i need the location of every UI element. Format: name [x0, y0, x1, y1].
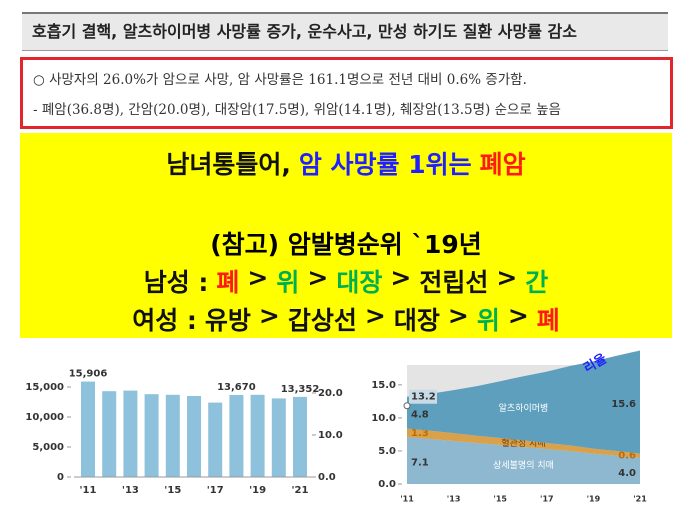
bar — [81, 381, 95, 477]
women-ranking: 여성 : 유방 > 갑상선 > 대장 > 위 > 폐 — [20, 301, 672, 337]
bar — [123, 390, 138, 477]
y2-tick-label: 20.0 — [318, 388, 343, 399]
x-tick-label: '15 — [164, 485, 181, 496]
y-tick-label: 0 — [57, 472, 64, 483]
text-part: 남녀통틀어, — [166, 150, 291, 179]
text-part: > — [390, 263, 412, 292]
x-tick-label: '21 — [292, 485, 309, 496]
text-part: 폐 — [216, 268, 240, 297]
x-tick-label: '13 — [447, 495, 461, 504]
x-tick-label: '19 — [587, 495, 601, 504]
x-tick-label: '21 — [633, 495, 647, 504]
text-part: 유방 — [204, 306, 251, 335]
text-part: > — [258, 301, 280, 330]
value-label: 15.6 — [611, 399, 636, 410]
area — [407, 437, 640, 484]
series-label: 알츠하이머병 — [499, 403, 549, 414]
men-ranking: 남성 : 폐 > 위 > 대장 > 전립선 > 간 — [20, 263, 672, 299]
value-label: 7.1 — [411, 458, 429, 469]
summary-box: ○ 사망자의 26.0%가 암으로 사망, 암 사망률은 161.1명으로 전년… — [20, 57, 673, 129]
text-part: > — [496, 263, 518, 292]
annotation: 13.2 — [411, 392, 436, 403]
bar — [250, 394, 265, 477]
header-title: 호흡기 결핵, 알츠하이머병 사망률 증가, 운수사고, 만성 하기도 질환 사… — [22, 12, 668, 51]
x-tick-label: '11 — [80, 485, 97, 496]
y-tick-label: 15.0 — [371, 380, 396, 391]
y-tick-label: 0.0 — [378, 479, 396, 490]
y-tick-label: 5,000 — [32, 442, 64, 453]
value-label: 15,906 — [69, 369, 108, 380]
annotation-box — [409, 389, 437, 404]
text-part: 위 — [276, 268, 300, 297]
text-part: 대장 — [393, 306, 440, 335]
bar — [208, 402, 223, 477]
bar — [271, 398, 286, 477]
text-part: 암 사망률 1위는 — [298, 150, 472, 179]
x-tick-label: '19 — [249, 485, 266, 496]
y-tick-label: 10,000 — [25, 412, 64, 423]
x-tick-label: '17 — [207, 485, 224, 496]
summary-line: - 폐암(36.8명), 간암(20.0명), 대장암(17.5명), 위암(1… — [33, 102, 561, 118]
x-tick-label: '11 — [400, 495, 414, 504]
bar — [165, 394, 180, 477]
bar — [293, 396, 307, 477]
text-part: > — [307, 263, 329, 292]
text-part: 간 — [525, 268, 549, 297]
y-tick-label: 10.0 — [371, 413, 396, 424]
bar — [229, 394, 244, 477]
x-tick-label: '13 — [122, 485, 139, 496]
text-part: > — [507, 301, 529, 330]
bar — [144, 394, 159, 477]
y2-tick-label: 10.0 — [318, 430, 343, 441]
bar — [187, 396, 201, 477]
y2-tick-label: 0.0 — [318, 472, 336, 483]
y-tick-label: 15,000 — [25, 382, 64, 393]
series-label: 상세불명의 치매 — [493, 459, 554, 471]
value-label: 13,352 — [281, 384, 320, 395]
text-part: 갑상선 — [287, 306, 357, 335]
text-part: > — [364, 301, 386, 330]
note: (참고) 암발병순위 `19년 — [210, 230, 482, 259]
value-label: 0.6 — [618, 451, 636, 462]
text-part: 전립선 — [419, 268, 489, 297]
summary-line: ○ 사망자의 26.0%가 암으로 사망, 암 사망률은 161.1명으로 전년… — [33, 72, 527, 88]
value-label: 13,670 — [217, 382, 256, 393]
text-part: 대장 — [336, 268, 383, 297]
value-label: 1.3 — [411, 428, 429, 439]
text-part: 여성 : — [132, 306, 197, 335]
text-part: > — [447, 301, 469, 330]
text-part: 폐암 — [479, 150, 526, 179]
headline: 남녀통틀어, 암 사망률 1위는 폐암 — [20, 145, 672, 181]
value-label: 4.0 — [618, 468, 636, 479]
marker — [403, 402, 411, 410]
text-part: 남성 : — [143, 268, 209, 297]
y-tick-label: 5.0 — [378, 446, 396, 457]
area — [407, 428, 640, 458]
overlay-box: 남녀통틀어, 암 사망률 1위는 폐암 (참고) 암발병순위 `19년 남성 : 폐 >… — [20, 133, 672, 338]
x-tick-label: '15 — [493, 495, 507, 504]
text-part: > — [247, 263, 269, 292]
area — [407, 350, 640, 454]
text-part: 폐 — [536, 306, 560, 335]
bar — [102, 391, 117, 477]
x-tick-label: '17 — [540, 495, 554, 504]
text-part: 위 — [476, 306, 500, 335]
value-label: 4.8 — [411, 410, 429, 421]
